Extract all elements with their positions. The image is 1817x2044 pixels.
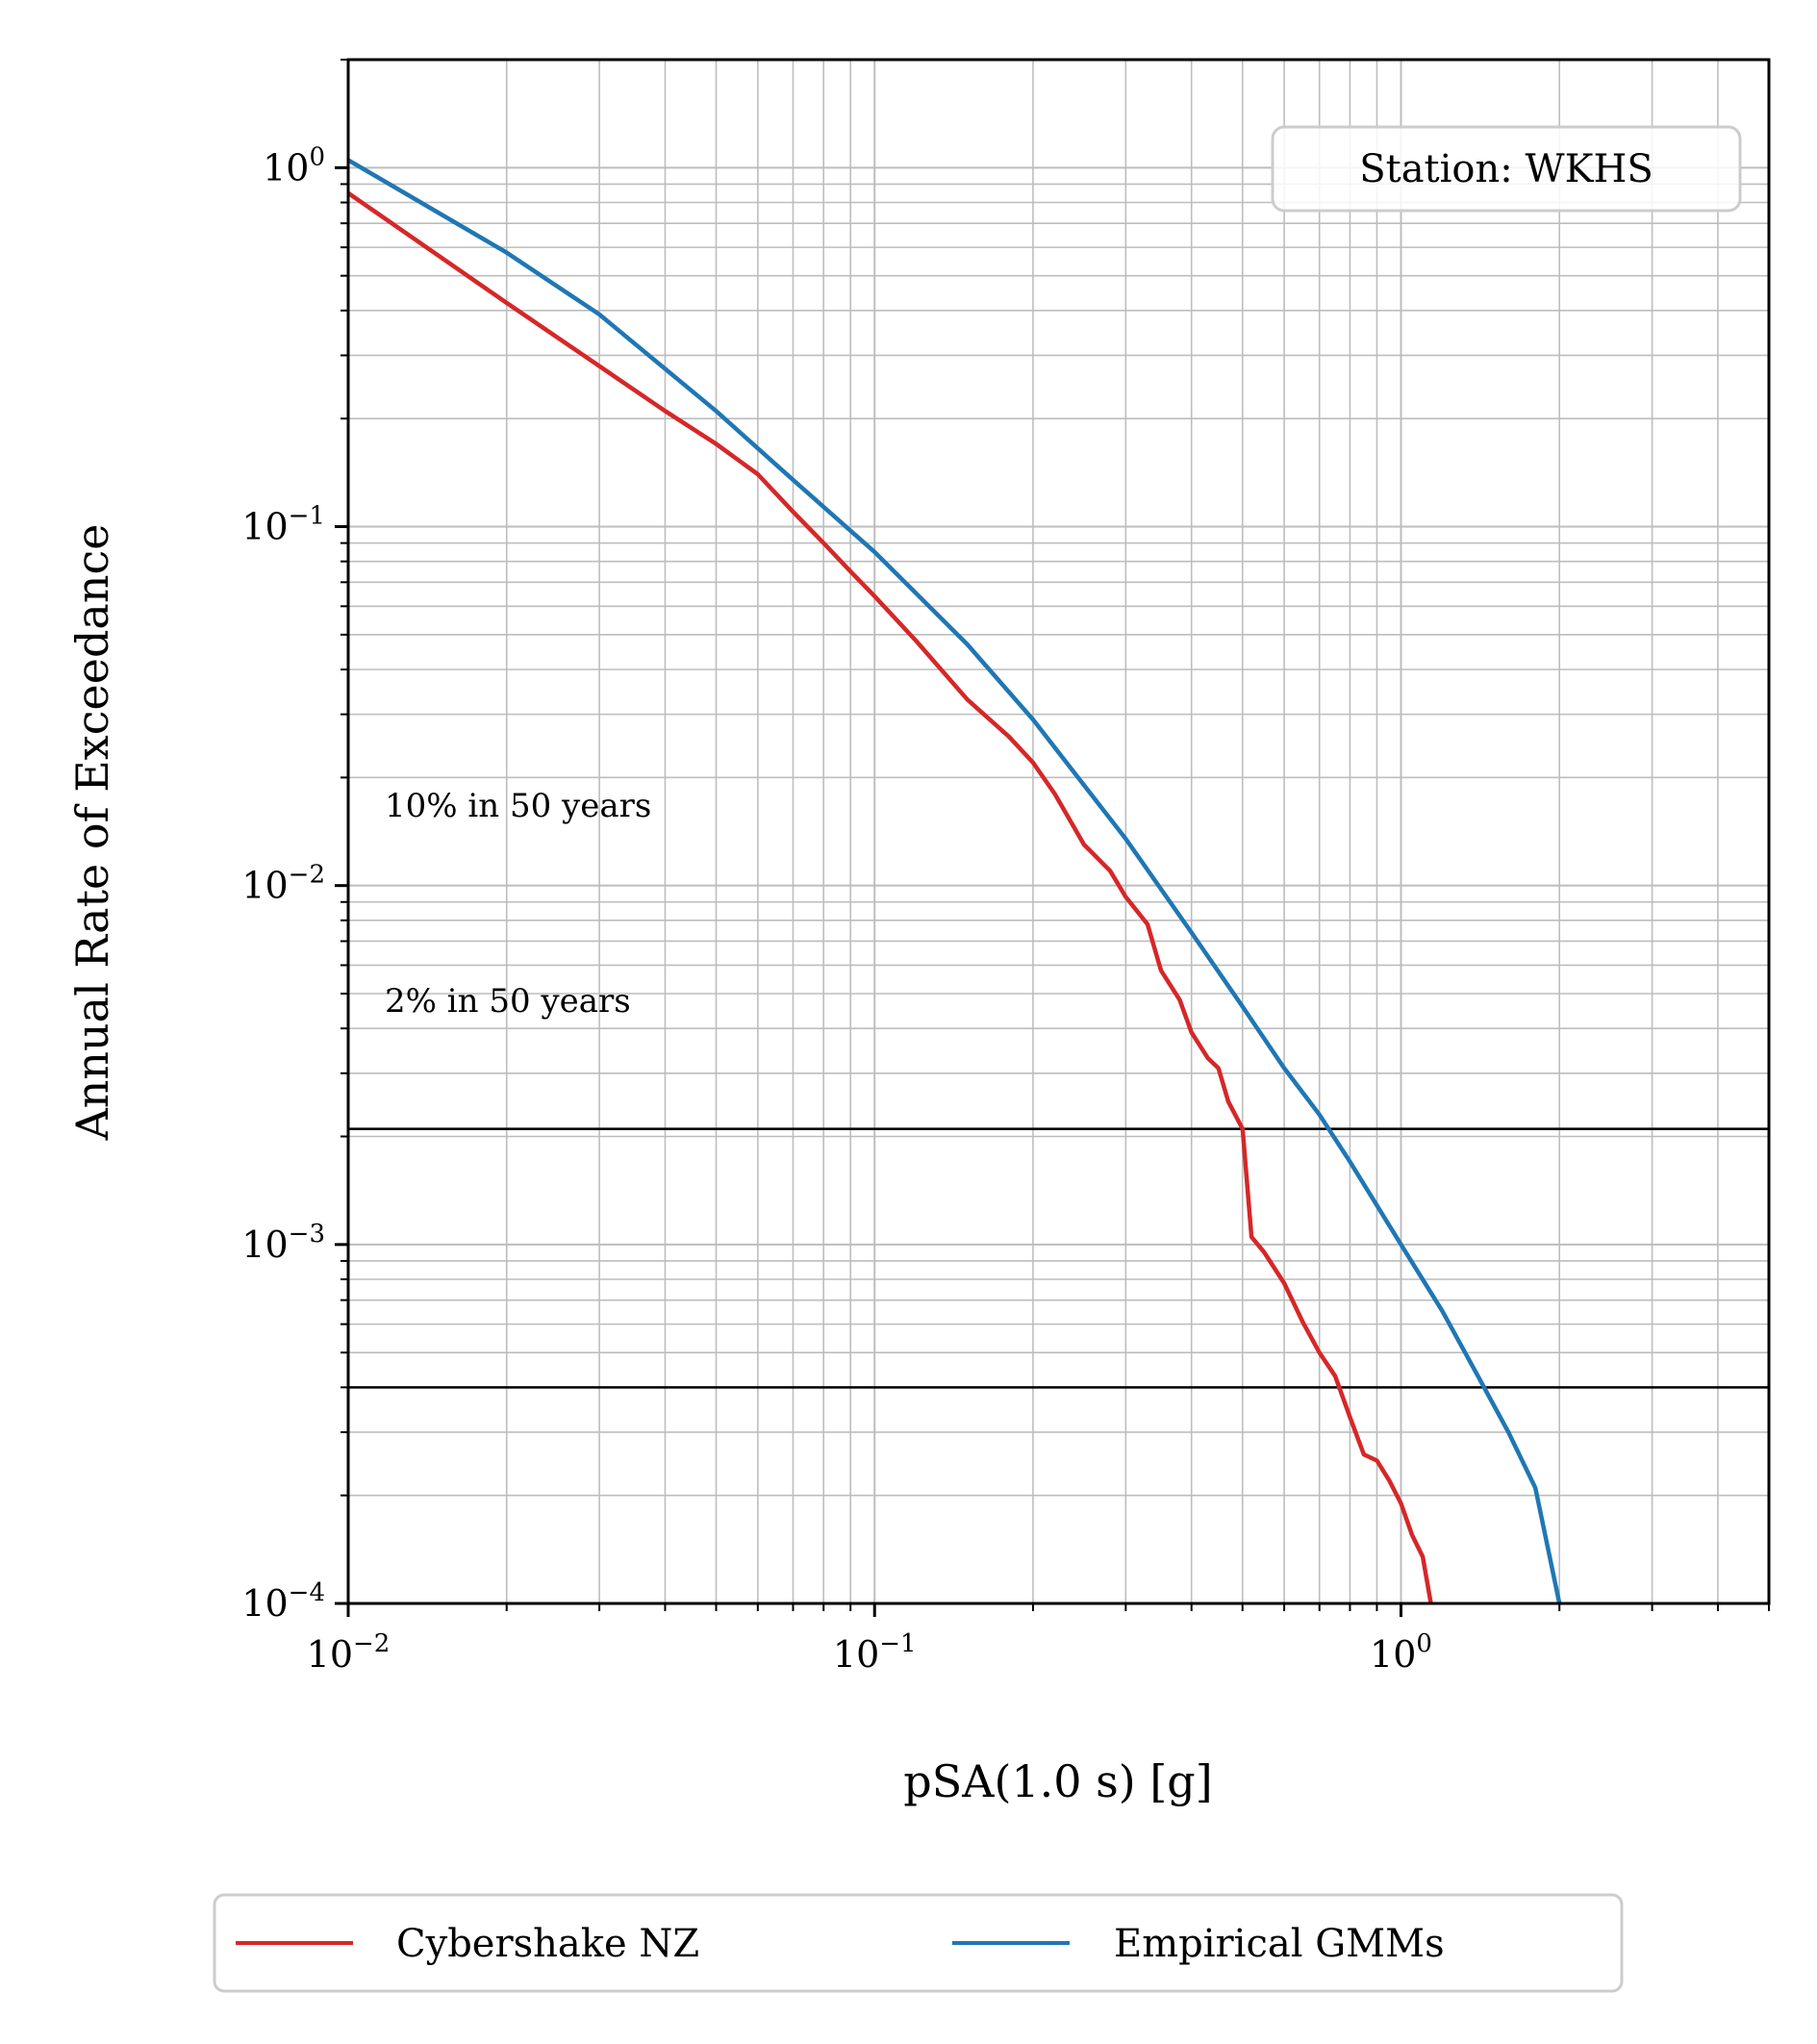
reference-label-10pct: 10% in 50 years — [385, 787, 651, 825]
y-tick-label: 10−2 — [241, 861, 325, 907]
legend-label-cybershake: Cybershake NZ — [396, 1922, 699, 1966]
series-line — [348, 158, 1562, 1603]
reference-lines — [348, 1127, 1769, 1389]
series-lines — [348, 158, 1562, 1603]
reference-label-2pct: 2% in 50 years — [385, 982, 631, 1021]
x-tick-labels: 10−2 10−1 100 — [307, 1629, 1432, 1676]
x-tick-label: 10−1 — [833, 1629, 917, 1676]
legend-frame — [213, 1893, 1624, 1993]
station-box: Station: WKHS — [1271, 125, 1742, 213]
y-tick-label: 10−1 — [241, 502, 325, 548]
y-axis-title: Annual Rate of Exceedance — [66, 524, 118, 1142]
y-tick-label: 10−3 — [241, 1220, 325, 1266]
x-tick-label: 10−2 — [307, 1629, 391, 1676]
y-tick-label: 10−4 — [241, 1578, 325, 1625]
series-line — [348, 190, 1433, 1603]
station-box-frame — [1271, 125, 1742, 213]
x-tick-label: 100 — [1370, 1629, 1432, 1676]
y-tick-label: 100 — [263, 142, 325, 189]
y-tick-labels: 100 10−1 10−2 10−3 10−4 — [241, 142, 325, 1625]
station-label: Station: WKHS — [1359, 147, 1653, 191]
plot-frame — [346, 58, 1771, 1605]
legend-label-empirical: Empirical GMMs — [1114, 1922, 1445, 1966]
legend: Cybershake NZ Empirical GMMs — [213, 1893, 1624, 1993]
x-axis-title: pSA(1.0 s) [g] — [903, 1755, 1212, 1807]
axis-ticks — [335, 59, 1770, 1617]
